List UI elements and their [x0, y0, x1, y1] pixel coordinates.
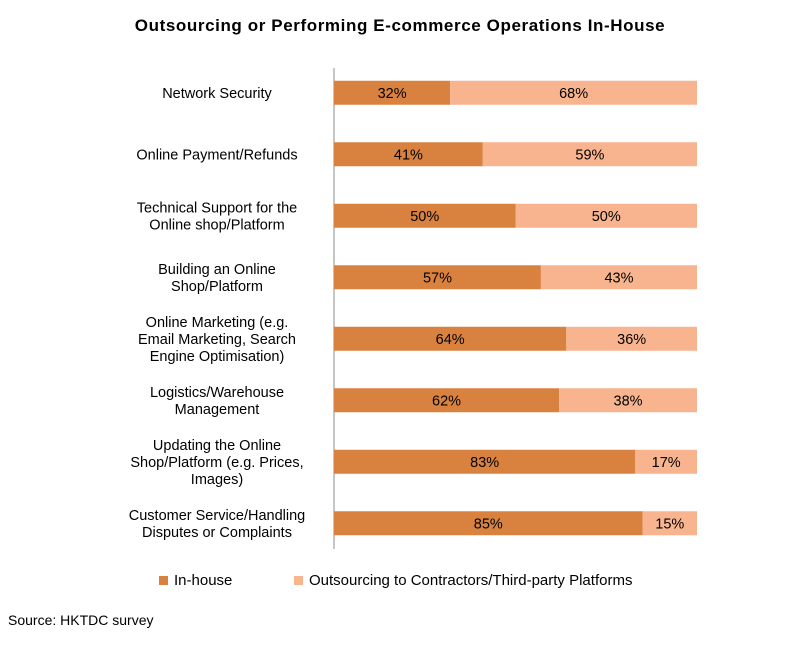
category-label-6: Updating the Online Shop/Platform (e.g. P… — [130, 438, 303, 488]
bar-in-house-6 — [334, 449, 636, 474]
bar-in-house-5 — [334, 388, 560, 413]
data-label-outsourcing-1: 59% — [575, 147, 604, 163]
bar-in-house-3 — [334, 265, 541, 290]
bar-outsourcing-7 — [642, 511, 697, 536]
bar-in-house-4 — [334, 326, 567, 351]
bar-outsourcing-6 — [635, 449, 697, 474]
bar-outsourcing-2 — [515, 203, 697, 228]
bar-in-house-1 — [334, 142, 483, 167]
bars-layer: 32% 68% 41% 59% 50% 50% 57% 43% 64% 36% 62% 38% 83% 1… — [334, 80, 697, 536]
bar-outsourcing-0 — [450, 80, 697, 105]
legend-label-outsourcing: Outsourcing to Contractors/Third-party P… — [309, 572, 632, 589]
category-label-1: Online Payment/Refunds — [136, 147, 297, 163]
data-label-outsourcing-6: 17% — [652, 455, 681, 471]
legend: In-house Outsourcing to Contractors/Third… — [159, 572, 632, 589]
bar-in-house-2 — [334, 203, 516, 228]
category-label-4: Online Marketing (e.g. Email Marketing, S… — [138, 315, 296, 365]
category-label-7: Customer Service/Handling Disputes or Com… — [129, 508, 306, 541]
category-label-2: Technical Support for the Online shop/Pla… — [137, 200, 297, 233]
bar-in-house-7 — [334, 511, 643, 536]
data-label-outsourcing-7: 15% — [655, 516, 684, 532]
data-label-in-house-6: 83% — [470, 455, 499, 471]
data-label-in-house-5: 62% — [432, 393, 461, 409]
category-label-5: Logistics/Warehouse Management — [150, 385, 284, 418]
data-label-outsourcing-0: 68% — [559, 86, 588, 102]
legend-label-in-house: In-house — [174, 572, 232, 589]
data-label-outsourcing-4: 36% — [617, 332, 646, 348]
bar-outsourcing-5 — [559, 388, 697, 413]
data-label-outsourcing-2: 50% — [592, 209, 621, 225]
legend-swatch-in-house — [159, 576, 168, 585]
category-label-3: Building an Online Shop/Platform — [158, 262, 276, 295]
bar-in-house-0 — [334, 80, 451, 105]
bar-outsourcing-3 — [540, 265, 697, 290]
data-label-in-house-1: 41% — [394, 147, 423, 163]
source-note: Source: HKTDC survey — [8, 612, 154, 628]
bar-outsourcing-4 — [566, 326, 697, 351]
data-label-in-house-4: 64% — [436, 332, 465, 348]
data-label-in-house-2: 50% — [410, 209, 439, 225]
data-label-in-house-3: 57% — [423, 270, 452, 286]
data-label-outsourcing-5: 38% — [614, 393, 643, 409]
category-label-0: Network Security — [162, 86, 272, 102]
category-labels: Network Security Online Payment/Refunds Te… — [129, 86, 306, 541]
bar-outsourcing-1 — [482, 142, 697, 167]
data-label-in-house-7: 85% — [474, 516, 503, 532]
legend-swatch-outsourcing — [294, 576, 303, 585]
chart-title: Outsourcing or Performing E-commerce Ope… — [134, 16, 666, 35]
data-label-in-house-0: 32% — [378, 86, 407, 102]
data-label-outsourcing-3: 43% — [604, 270, 633, 286]
